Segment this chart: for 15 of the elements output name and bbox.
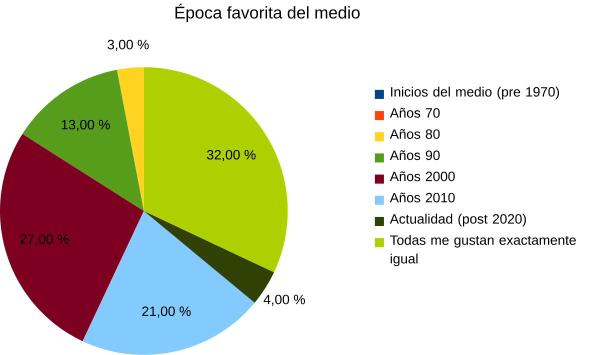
data-label: 32,00 %	[206, 150, 256, 162]
legend-label: Años 2000	[390, 171, 455, 182]
data-label: 13,00 %	[62, 120, 110, 132]
legend-label: Años 70	[390, 108, 440, 118]
data-label: 3,00 %	[108, 40, 149, 52]
chart-title: Época favorita del medio	[176, 4, 360, 22]
legend-label: Años 90	[390, 150, 440, 160]
legend-label: Años 2010	[390, 192, 455, 202]
data-label: 21,00 %	[142, 306, 191, 318]
legend-label: Actualidad (post 2020)	[390, 214, 526, 226]
legend-label: Todas me gustan exactamente igual	[390, 235, 576, 266]
data-label: 4,00 %	[264, 294, 305, 306]
data-label: 27,00 %	[20, 234, 69, 246]
legend-label: Inicios del medio (pre 1970)	[391, 86, 560, 100]
legend-label: Años 80	[390, 129, 440, 139]
